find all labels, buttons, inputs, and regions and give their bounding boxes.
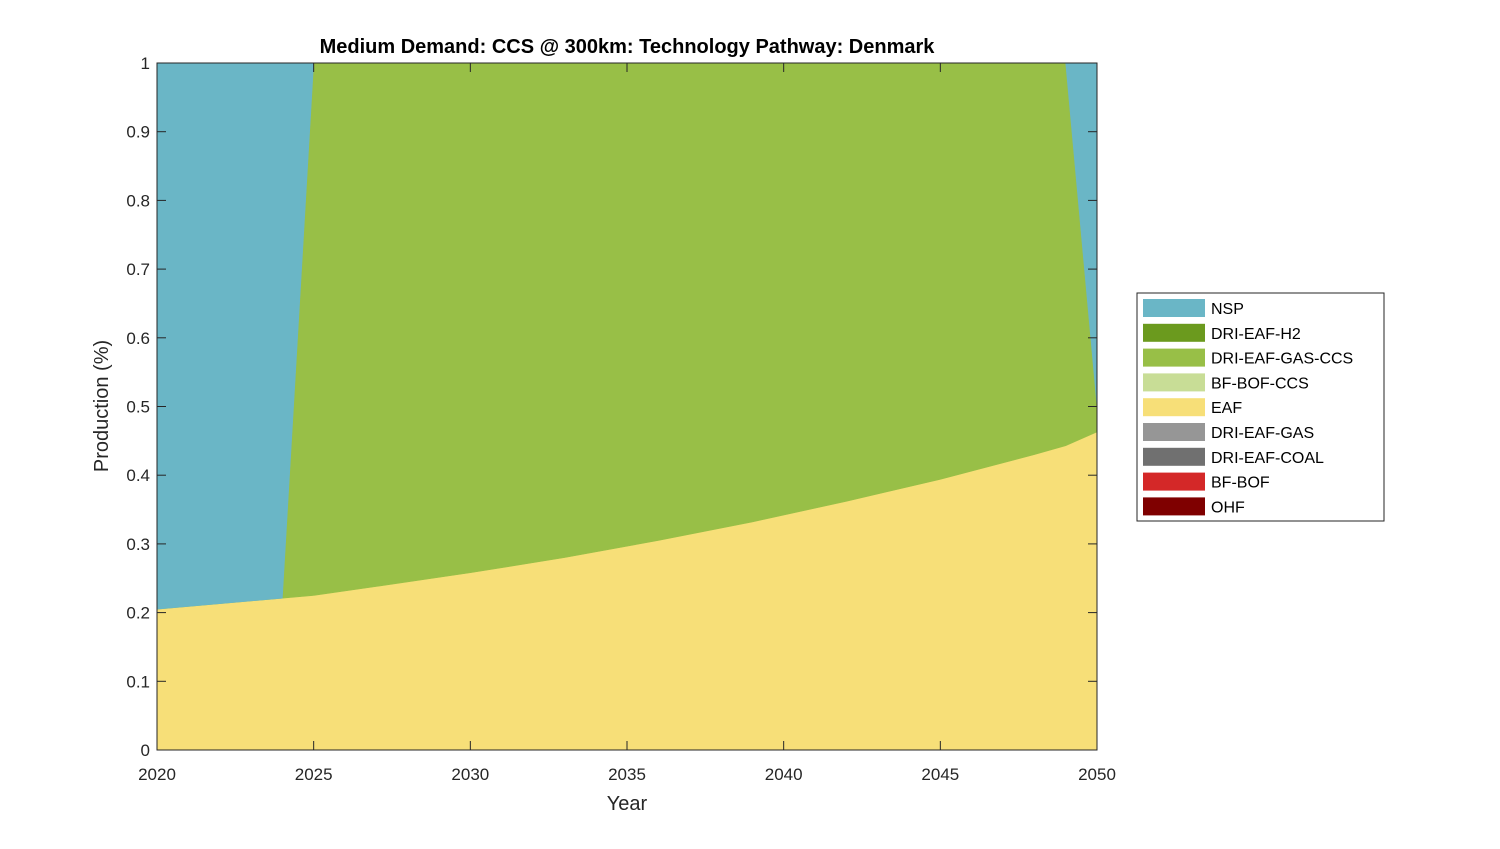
x-axis-label: Year (607, 793, 648, 815)
y-tick-label: 1 (141, 54, 150, 73)
legend-label: DRI-EAF-GAS-CCS (1211, 351, 1353, 368)
legend-label: OHF (1211, 499, 1245, 516)
legend-label: DRI-EAF-COAL (1211, 450, 1324, 467)
legend-label: DRI-EAF-H2 (1211, 326, 1301, 343)
x-tick-label: 2020 (138, 765, 176, 784)
y-tick-label: 0.6 (126, 329, 150, 348)
legend-swatch (1143, 398, 1205, 417)
axis-ticks: 2020 2025 2030 2035 2040 2045 2050 0 0.1 0.2 0.3 0.… (126, 54, 1116, 784)
legend-label: NSP (1211, 301, 1244, 318)
legend-label: BF-BOF (1211, 475, 1270, 492)
x-tick-label: 2035 (608, 765, 646, 784)
legend-label: EAF (1211, 400, 1242, 417)
y-tick-label: 0.1 (126, 672, 150, 691)
legend-swatch (1143, 447, 1205, 466)
y-axis-label: Production (%) (91, 340, 113, 472)
legend-swatch (1143, 348, 1205, 367)
y-tick-label: 0.3 (126, 535, 150, 554)
x-tick-label: 2025 (295, 765, 333, 784)
y-tick-label: 0.7 (126, 260, 150, 279)
x-tick-label: 2030 (451, 765, 489, 784)
legend-swatch (1143, 423, 1205, 441)
x-tick-label: 2045 (921, 765, 959, 784)
legend-label: DRI-EAF-GAS (1211, 425, 1314, 442)
x-tick-label: 2040 (765, 765, 803, 784)
x-tick-label: 2050 (1078, 765, 1116, 784)
legend-swatch (1143, 323, 1205, 342)
legend-swatch (1143, 373, 1205, 392)
legend-swatch (1143, 472, 1205, 491)
legend-label: BF-BOF-CCS (1211, 375, 1309, 392)
y-tick-label: 0.2 (126, 604, 150, 623)
legend: NSP DRI-EAF-H2 DRI-EAF-GAS-CCS BF-BOF-CCS EA… (1136, 292, 1385, 522)
y-tick-label: 0.4 (126, 466, 150, 485)
legend-swatch (1143, 497, 1205, 516)
y-tick-label: 0.8 (126, 191, 150, 210)
plot-area-series (156, 62, 1098, 751)
y-tick-label: 0 (141, 741, 150, 760)
y-tick-label: 0.9 (126, 123, 150, 142)
y-tick-label: 0.5 (126, 398, 150, 417)
legend-swatch (1143, 299, 1205, 317)
chart-title: Medium Demand: CCS @ 300km: Technology P… (320, 36, 936, 58)
